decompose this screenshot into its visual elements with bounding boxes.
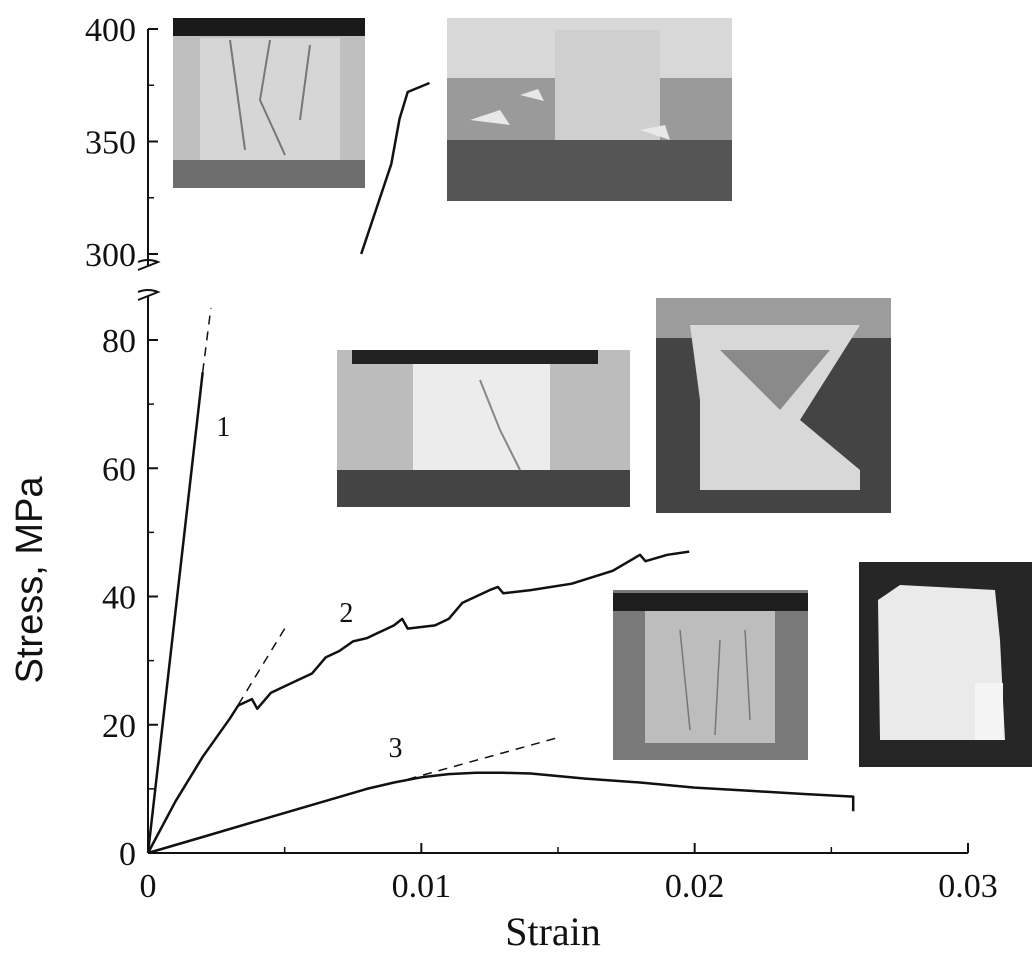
photo-specimen-3-loaded	[613, 590, 808, 760]
y-tick-label: 80	[102, 323, 136, 360]
axis-break-mark-lower	[137, 289, 161, 301]
y-tick-label: 0	[119, 836, 136, 873]
photo-specimen-1-loaded	[173, 18, 365, 188]
x-tick-label: 0.01	[392, 868, 452, 905]
curve-label-1: 1	[216, 412, 230, 443]
axis-break-mark-upper	[137, 259, 161, 271]
x-tick-label: 0.03	[938, 868, 998, 905]
tangent-dashed-line	[229, 628, 286, 719]
y-tick-label: 400	[85, 12, 136, 49]
ticks	[147, 28, 969, 854]
tangent-dashed-line	[407, 736, 559, 781]
y-tick-label: 40	[102, 580, 136, 617]
y-tick-label: 60	[102, 451, 136, 488]
x-tick-label: 0	[140, 868, 157, 905]
photo-specimen-2-loaded	[337, 350, 630, 507]
tick-labels: 0 0.01 0.02 0.03 0 20 40 60 80 300 350 400	[85, 12, 998, 905]
curve-2	[146, 550, 690, 854]
y-tick-label: 350	[85, 125, 136, 162]
curve-1	[360, 81, 430, 255]
curve-label-3: 3	[389, 733, 403, 764]
y-tick-label: 20	[102, 708, 136, 745]
photo-specimen-3-fractured	[859, 562, 1032, 767]
x-tick-label: 0.02	[665, 868, 725, 905]
photo-specimen-2-fractured	[656, 298, 891, 513]
curve-3	[147, 771, 855, 855]
curves: 1 2 3	[146, 81, 855, 855]
x-axis-title: Strain	[505, 909, 601, 953]
y-tick-label: 300	[85, 237, 136, 274]
y-axis-title: Stress, MPa	[9, 476, 51, 684]
curve-label-2: 2	[339, 598, 353, 629]
tangent-dashed-line	[201, 307, 212, 373]
curve-1	[146, 371, 204, 854]
photo-specimen-1-fractured	[447, 18, 732, 201]
specimen-photos	[173, 18, 1032, 767]
